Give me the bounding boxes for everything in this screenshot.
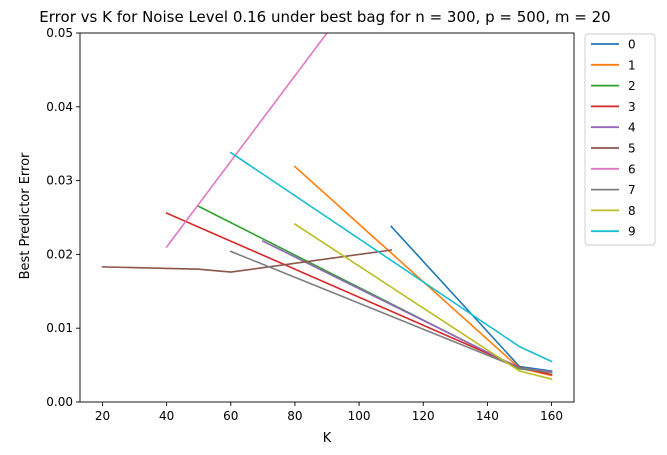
- series-line-7: [229, 250, 553, 374]
- plot-frame: [79, 32, 575, 403]
- plot-area: [79, 32, 575, 403]
- x-tick-label: 100: [348, 409, 371, 423]
- series-line-3: [165, 212, 553, 376]
- series-line-5: [101, 249, 393, 273]
- series-line-6: [165, 33, 328, 249]
- legend-label-5: 5: [628, 142, 636, 156]
- legend-label-7: 7: [628, 183, 636, 197]
- chart-title: Error vs K for Noise Level 0.16 under be…: [39, 8, 610, 26]
- y-tick-label: 0.04: [46, 100, 73, 114]
- series-line-8: [293, 222, 553, 381]
- x-tick-label: 20: [95, 409, 110, 423]
- legend-label-9: 9: [628, 225, 636, 239]
- x-tick-label: 80: [287, 409, 302, 423]
- y-tick-label: 0.01: [46, 321, 73, 335]
- x-tick-label: 120: [412, 409, 435, 423]
- x-tick-label: 160: [540, 409, 563, 423]
- legend: 0 1 2 3 4 5 6 7 8 9: [584, 33, 656, 246]
- legend-label-1: 1: [628, 58, 636, 72]
- y-tick-label: 0.00: [46, 395, 73, 409]
- y-tick-label: 0.05: [46, 26, 73, 40]
- series-line-9: [229, 151, 553, 363]
- legend-label-6: 6: [628, 162, 636, 176]
- legend-label-4: 4: [628, 121, 636, 135]
- x-axis: 20 40 60 80 100 120 140 160: [95, 402, 563, 423]
- x-tick-label: 140: [476, 409, 499, 423]
- x-axis-label: K: [323, 431, 332, 446]
- y-axis: 0.00 0.01 0.02 0.03 0.04 0.05: [46, 26, 80, 409]
- y-tick-label: 0.03: [46, 174, 73, 188]
- legend-frame: [584, 33, 656, 246]
- x-tick-label: 40: [159, 409, 174, 423]
- legend-label-2: 2: [628, 79, 636, 93]
- legend-label-8: 8: [628, 204, 636, 218]
- y-axis-label: Best Predictor Error: [18, 152, 33, 279]
- series-line-2: [197, 205, 553, 374]
- series-line-1: [293, 165, 553, 377]
- legend-label-0: 0: [628, 38, 636, 52]
- y-tick-label: 0.02: [46, 247, 73, 261]
- legend-label-3: 3: [628, 100, 636, 114]
- x-tick-label: 60: [223, 409, 238, 423]
